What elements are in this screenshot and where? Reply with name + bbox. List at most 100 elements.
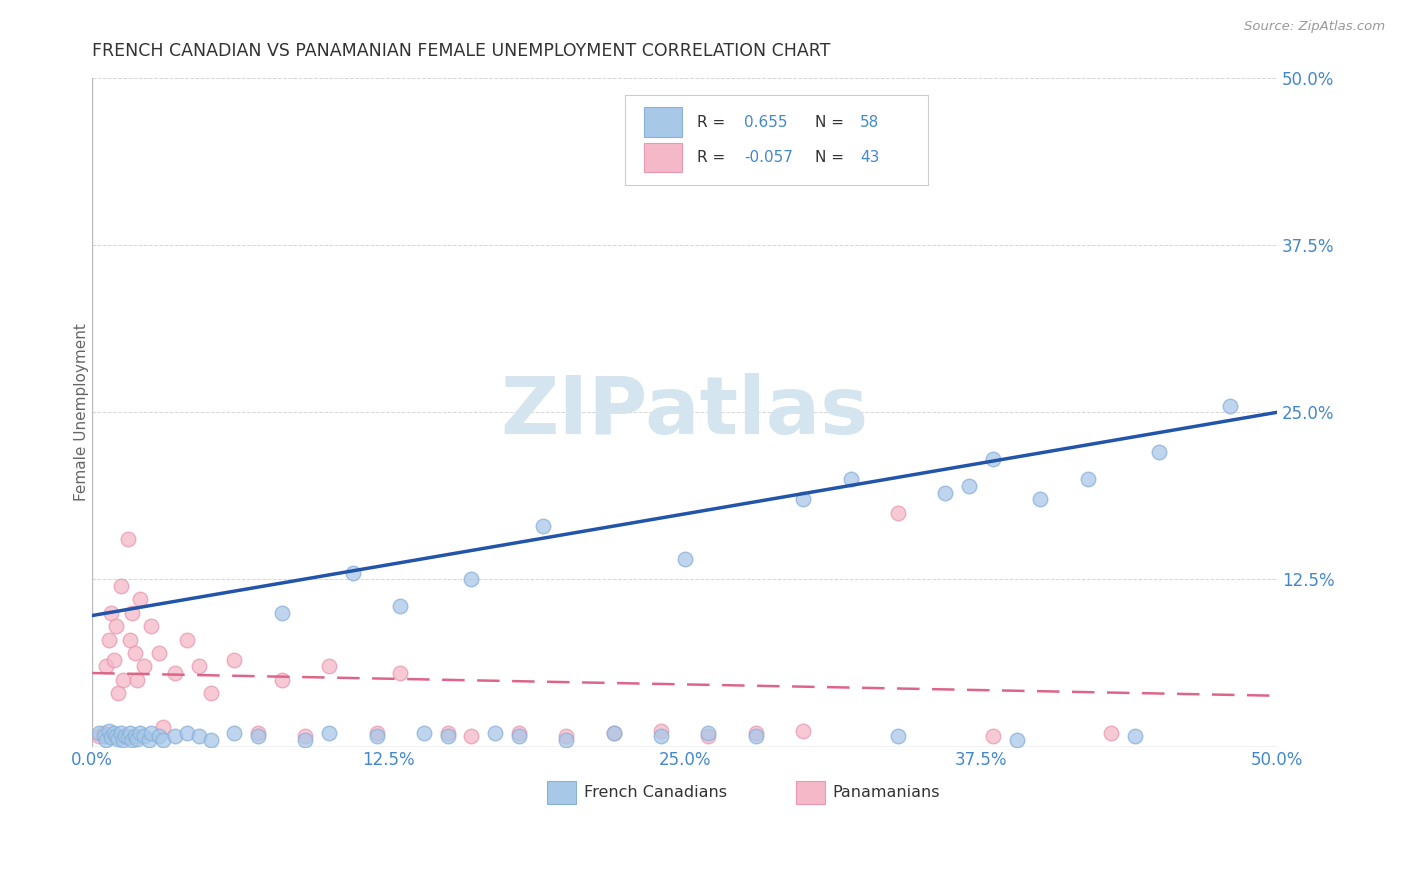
- Point: [270, 606, 292, 620]
- Text: Source: ZipAtlas.com: Source: ZipAtlas.com: [1244, 20, 1385, 33]
- Point: [141, 619, 163, 633]
- Point: [93, 729, 115, 743]
- Point: [555, 729, 578, 743]
- Point: [138, 732, 160, 747]
- Point: [107, 731, 129, 746]
- Point: [1219, 399, 1241, 413]
- Point: [104, 729, 127, 743]
- Point: [127, 673, 149, 687]
- Point: [89, 729, 111, 743]
- Point: [165, 666, 187, 681]
- Text: FRENCH CANADIAN VS PANAMANIAN FEMALE UNEMPLOYMENT CORRELATION CHART: FRENCH CANADIAN VS PANAMANIAN FEMALE UNE…: [93, 42, 831, 60]
- Point: [96, 732, 118, 747]
- Point: [152, 732, 174, 747]
- Point: [887, 729, 910, 743]
- Point: [187, 729, 209, 743]
- Point: [1123, 729, 1146, 743]
- Point: [114, 729, 136, 743]
- Point: [124, 729, 146, 743]
- Point: [111, 673, 134, 687]
- Point: [957, 479, 980, 493]
- Point: [1147, 445, 1170, 459]
- Point: [100, 730, 122, 744]
- FancyBboxPatch shape: [626, 95, 928, 185]
- Point: [111, 732, 134, 747]
- Point: [342, 566, 364, 580]
- Point: [121, 606, 143, 620]
- FancyBboxPatch shape: [644, 143, 682, 172]
- Point: [120, 632, 142, 647]
- Point: [148, 646, 170, 660]
- Point: [366, 729, 388, 743]
- Point: [200, 686, 222, 700]
- Point: [697, 726, 720, 740]
- Point: [117, 730, 139, 744]
- Point: [697, 729, 720, 743]
- Point: [152, 719, 174, 733]
- Point: [839, 472, 862, 486]
- Point: [436, 726, 458, 740]
- Point: [107, 686, 129, 700]
- Point: [1099, 726, 1122, 740]
- Point: [247, 726, 270, 740]
- Point: [650, 723, 672, 738]
- Point: [981, 729, 1004, 743]
- Point: [673, 552, 696, 566]
- Y-axis label: Female Unemployment: Female Unemployment: [73, 323, 89, 501]
- Point: [389, 666, 412, 681]
- Point: [120, 726, 142, 740]
- Point: [247, 729, 270, 743]
- Point: [650, 729, 672, 743]
- Point: [508, 729, 530, 743]
- Point: [134, 729, 156, 743]
- Text: 0.655: 0.655: [744, 114, 787, 129]
- Point: [117, 533, 139, 547]
- Point: [89, 726, 111, 740]
- Point: [141, 726, 163, 740]
- Text: Panamanians: Panamanians: [832, 785, 941, 800]
- Point: [121, 732, 143, 747]
- Point: [96, 659, 118, 673]
- Point: [413, 726, 436, 740]
- Point: [745, 726, 768, 740]
- FancyBboxPatch shape: [547, 781, 575, 804]
- Text: 58: 58: [860, 114, 879, 129]
- Point: [134, 659, 156, 673]
- FancyBboxPatch shape: [644, 107, 682, 136]
- Point: [602, 726, 624, 740]
- Point: [1029, 492, 1052, 507]
- Point: [745, 729, 768, 743]
- Point: [110, 726, 132, 740]
- Text: ZIPatlas: ZIPatlas: [501, 373, 869, 451]
- Point: [100, 606, 122, 620]
- Point: [176, 632, 198, 647]
- Point: [460, 729, 482, 743]
- Point: [366, 726, 388, 740]
- Point: [602, 726, 624, 740]
- Point: [484, 726, 506, 740]
- Point: [555, 732, 578, 747]
- Point: [294, 732, 316, 747]
- Point: [200, 732, 222, 747]
- Point: [318, 726, 340, 740]
- Point: [887, 506, 910, 520]
- Point: [981, 452, 1004, 467]
- Point: [1005, 732, 1028, 747]
- Point: [97, 632, 120, 647]
- Point: [165, 729, 187, 743]
- Point: [176, 726, 198, 740]
- Point: [224, 726, 246, 740]
- Point: [318, 659, 340, 673]
- Point: [792, 723, 814, 738]
- Point: [792, 492, 814, 507]
- Point: [127, 731, 149, 746]
- Point: [110, 579, 132, 593]
- FancyBboxPatch shape: [796, 781, 824, 804]
- Point: [128, 726, 150, 740]
- Point: [93, 726, 115, 740]
- Point: [128, 592, 150, 607]
- Text: 43: 43: [860, 150, 880, 165]
- Text: R =: R =: [696, 150, 725, 165]
- Point: [531, 519, 554, 533]
- Text: French Canadians: French Canadians: [583, 785, 727, 800]
